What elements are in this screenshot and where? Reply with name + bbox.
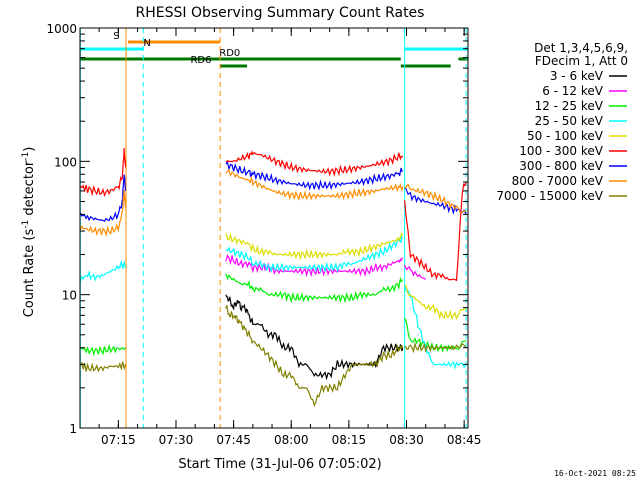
legend-label-8: 7000 - 15000 keV — [496, 189, 603, 203]
legend-label-3: 25 - 50 keV — [535, 114, 604, 128]
legend-label-6: 300 - 800 keV — [519, 159, 603, 173]
x-tick-label-1: 07:30 — [159, 433, 194, 447]
chart-title: RHESSI Observing Summary Count Rates — [136, 5, 425, 21]
x-tick-label-2: 07:45 — [216, 433, 251, 447]
y-tick-label-2: 100 — [54, 155, 77, 169]
x-tick-label-4: 08:15 — [332, 433, 367, 447]
flag-label-1: N — [143, 38, 150, 49]
legend-label-7: 800 - 7000 keV — [512, 174, 604, 188]
y-axis-label-sup1: -1 — [21, 220, 31, 229]
series-6-segment-2 — [404, 187, 467, 216]
series-8-segment-2 — [404, 341, 467, 354]
legend-label-0: 3 - 6 keV — [550, 69, 604, 83]
y-axis-label-sup2: -1 — [21, 152, 31, 161]
series-6-segment-0 — [79, 174, 127, 223]
flag-label-0: S — [113, 31, 119, 42]
series-2-segment-1 — [225, 273, 404, 304]
legend-label-4: 50 - 100 keV — [527, 129, 604, 143]
series-8-segment-0 — [79, 360, 127, 373]
legend-header-line-1: Det 1,3,4,5,6,9, — [534, 41, 628, 55]
series-0-segment-0 — [225, 294, 404, 381]
y-axis-label: Count Rate (s-1 detector-1) — [21, 147, 37, 318]
tick-layer: 07:15 07:30 07:45 08:00 08:15 08:30 08:45 1 10 10… — [46, 22, 481, 447]
y-axis-label-end: ) — [22, 147, 37, 152]
series-3-segment-0 — [79, 260, 127, 282]
series-4-segment-1 — [404, 284, 467, 321]
x-tick-label-5: 08:30 — [389, 433, 424, 447]
series-7-segment-0 — [79, 190, 127, 237]
x-tick-label-3: 08:00 — [274, 433, 309, 447]
series-3-segment-2 — [404, 284, 467, 370]
series-8-segment-1 — [225, 305, 404, 408]
y-tick-label-3: 1000 — [46, 22, 77, 36]
vline-layer — [79, 28, 467, 428]
series-7-segment-1 — [225, 168, 404, 202]
legend-label-5: 100 - 300 keV — [519, 144, 603, 158]
y-tick-label-1: 10 — [62, 289, 77, 303]
legend-label-1: 6 - 12 keV — [542, 84, 604, 98]
legend-label-2: 12 - 25 keV — [535, 99, 604, 113]
series-7-segment-2 — [404, 183, 467, 214]
series-5-segment-0 — [79, 147, 127, 197]
x-axis-label: Start Time (31-Jul-06 07:05:02) — [178, 457, 381, 472]
flag-label-2: RD0 — [219, 48, 240, 59]
legend-header-line-2: FDecim 1, Att 0 — [535, 54, 628, 68]
y-axis-label-tail: detector — [22, 160, 37, 220]
series-5-segment-2 — [404, 181, 467, 282]
x-tick-label-6: 08:45 — [447, 433, 482, 447]
series-6-segment-1 — [225, 160, 404, 191]
y-axis-label-main: Count Rate (s — [22, 229, 37, 318]
footer-date: 16-Oct-2021 08:25 — [554, 469, 636, 478]
series-5-segment-1 — [225, 150, 404, 178]
series-4-segment-0 — [225, 232, 404, 261]
y-tick-label-0: 1 — [69, 422, 77, 436]
series-layer — [79, 147, 467, 408]
series-1-segment-1 — [404, 264, 427, 280]
series-3-segment-1 — [225, 235, 404, 274]
series-1-segment-0 — [225, 253, 404, 278]
x-tick-label-0: 07:15 — [101, 433, 136, 447]
flag-label-3: RD6 — [190, 55, 211, 66]
series-2-segment-2 — [404, 317, 467, 353]
series-2-segment-0 — [79, 343, 127, 357]
plot-frame — [79, 27, 469, 429]
legend: Det 1,3,4,5,6,9, FDecim 1, Att 0 3 - 6 k… — [496, 41, 628, 203]
flag-layer: S N RD0 RD6 — [80, 31, 468, 68]
